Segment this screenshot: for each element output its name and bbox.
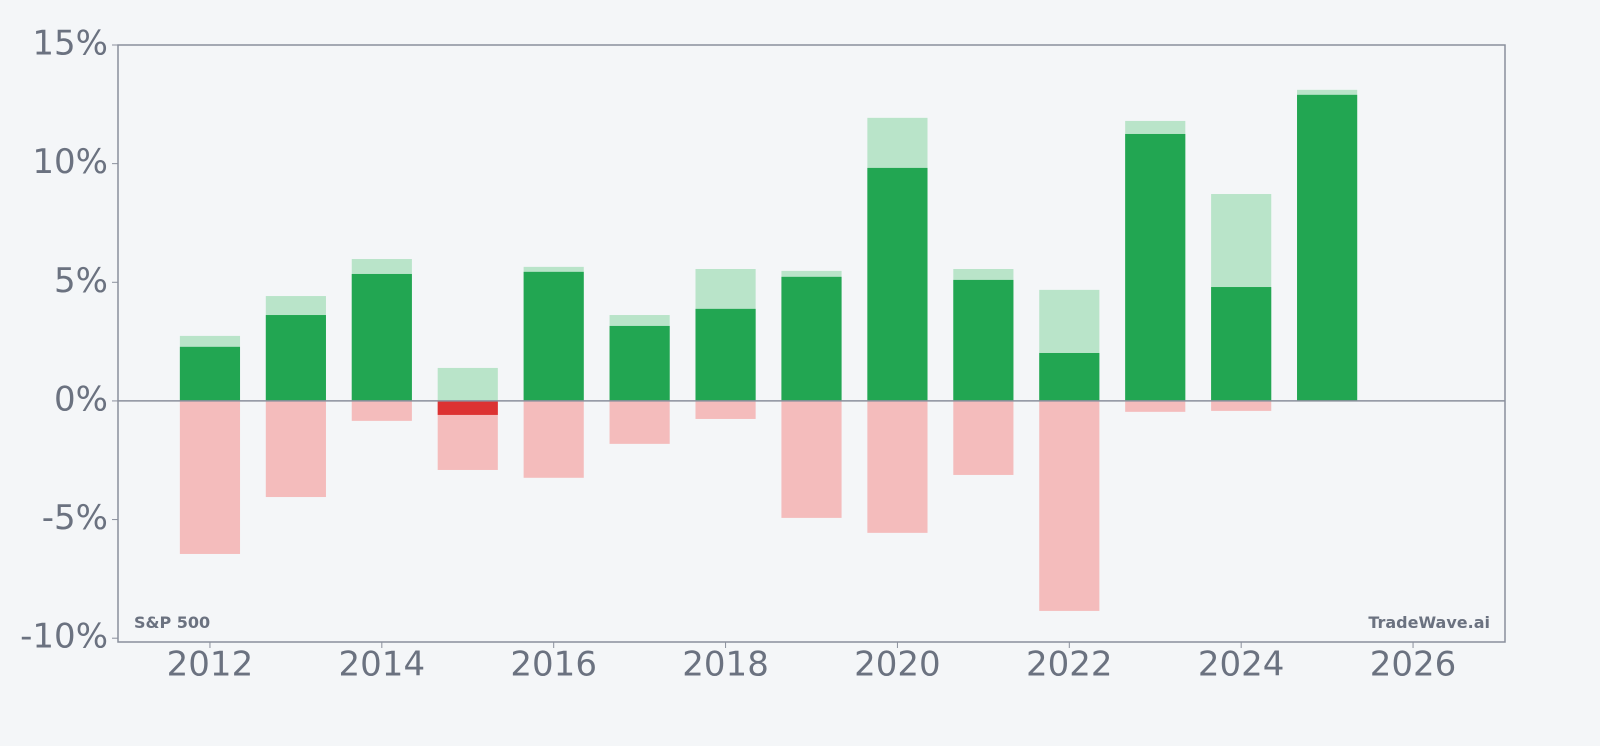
- y-tick-label: 15%: [32, 24, 108, 64]
- x-tick-label: 2020: [854, 645, 941, 685]
- x-tick-label: 2024: [1198, 645, 1285, 685]
- bar: [437, 400, 498, 415]
- y-tick-label: -10%: [20, 617, 108, 657]
- x-tick-label: 2016: [510, 645, 597, 685]
- bar: [437, 367, 498, 401]
- x-tick-label: 2022: [1026, 645, 1113, 685]
- x-tick-label: 2026: [1370, 645, 1457, 685]
- bar: [695, 308, 756, 401]
- bar: [1211, 400, 1272, 411]
- y-tick-label: 0%: [54, 379, 108, 419]
- bar: [179, 400, 241, 554]
- bar: [867, 167, 928, 401]
- bar: [179, 346, 241, 401]
- bar: [953, 400, 1014, 475]
- x-tick-label: 2014: [339, 645, 426, 685]
- bar: [867, 400, 928, 533]
- bar: [523, 400, 584, 478]
- bar: [781, 276, 842, 401]
- x-tick-label: 2018: [682, 645, 769, 685]
- plot-frame: [117, 44, 1506, 643]
- bar: [953, 279, 1014, 401]
- watermark: TradeWave.ai: [1368, 613, 1490, 632]
- bar: [351, 400, 412, 421]
- bar: [1297, 94, 1358, 401]
- bar: [1039, 400, 1100, 611]
- bar: [523, 271, 584, 401]
- bar: [609, 400, 670, 444]
- y-tick-label: 5%: [54, 261, 108, 301]
- bar: [265, 315, 326, 401]
- x-tick-label: 2012: [167, 645, 254, 685]
- bar: [1039, 352, 1100, 401]
- bar: [1125, 133, 1186, 401]
- bar: [1211, 287, 1272, 401]
- y-tick-label: 10%: [32, 142, 108, 182]
- bar: [781, 400, 842, 518]
- bar: [609, 325, 670, 401]
- bar: [695, 400, 756, 419]
- index-name: S&P 500: [134, 613, 210, 632]
- bar: [351, 273, 412, 401]
- y-tick-label: -5%: [42, 498, 108, 538]
- bar: [1125, 400, 1186, 412]
- bar: [265, 400, 326, 498]
